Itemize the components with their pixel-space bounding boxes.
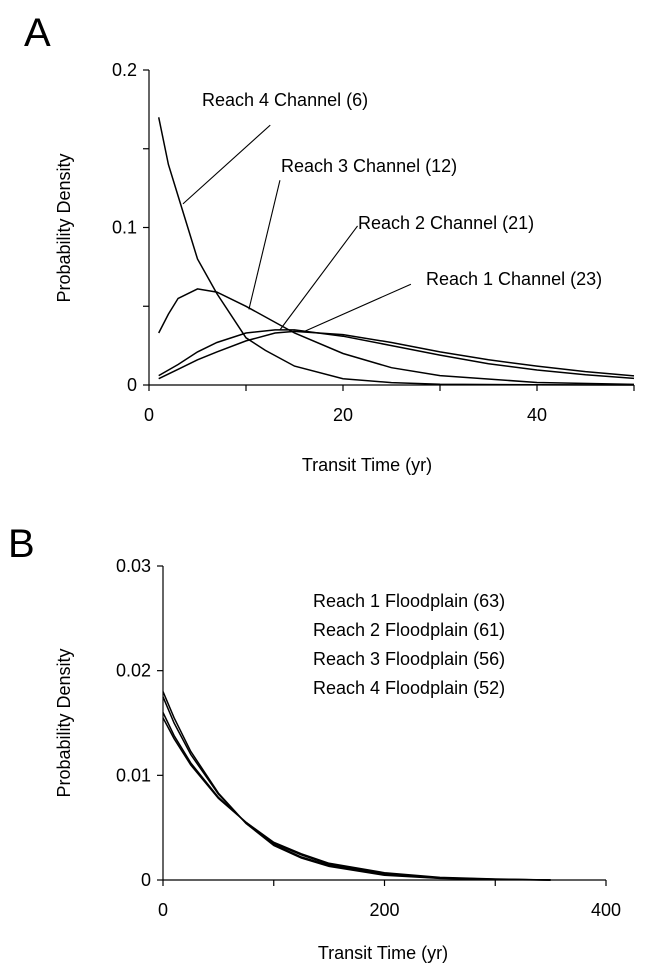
panel-a-axes: 0 0.1 0.2 0 20 40 [112,60,635,425]
panel-a-x-tick-label: 20 [333,405,353,425]
annotation-reach-3-channel: Reach 3 Channel (12) [281,156,457,176]
panel-a-annotations: Reach 4 Channel (6) Reach 3 Channel (12)… [182,90,602,332]
panel-a-x-tick-label: 40 [527,405,547,425]
panel-a-series-line-3 [158,329,635,380]
panel-b-x-tick-label: 0 [158,900,168,920]
panel-a-letter: A [24,11,51,55]
panel-b-x-tick-label: 400 [591,900,621,920]
panel-a-y-axis-label: Probability Density [54,153,74,302]
panel-b-y-tick-label: 0.01 [116,765,151,785]
annotation-reach-4-channel: Reach 4 Channel (6) [202,90,368,110]
panel-b-series-line-4 [162,691,551,881]
panel-b-y-tick-label: 0.02 [116,661,151,681]
panel-a: A Transit Time (yr) Probability Density … [24,11,635,475]
panel-a-series-line-2 [158,288,635,386]
legend-reach-3-floodplain: Reach 3 Floodplain (56) [313,649,505,669]
legend-reach-2-floodplain: Reach 2 Floodplain (61) [313,620,505,640]
panel-b-letter: B [8,522,35,566]
annotation-reach-2-channel: Reach 2 Channel (21) [358,213,534,233]
legend-reach-1-floodplain: Reach 1 Floodplain (63) [313,591,505,611]
annotation-reach-1-channel: Reach 1 Channel (23) [426,269,602,289]
panel-b-x-axis-label: Transit Time (yr) [318,943,448,963]
panel-a-y-tick-label: 0 [127,375,137,395]
legend-reach-4-floodplain: Reach 4 Floodplain (52) [313,678,505,698]
panel-b-y-tick-label: 0 [141,870,151,890]
panel-b-y-tick-label: 0.03 [116,556,151,576]
panel-a-series-line-4 [158,330,635,380]
panel-b-axes: 0 0.01 0.02 0.03 0 200 400 [116,556,621,920]
panel-a-x-tick-label: 0 [144,405,154,425]
panel-b-series-line-3 [162,696,551,881]
panel-b: B Transit Time (yr) Probability Density … [8,522,621,963]
panel-a-x-axis-label: Transit Time (yr) [302,455,432,475]
panel-a-y-tick-label: 0.1 [112,218,137,238]
panel-a-series [157,117,635,386]
panel-b-x-tick-label: 200 [369,900,399,920]
panel-a-y-tick-label: 0.2 [112,60,137,80]
annotation-leader-line-4 [303,283,412,332]
panel-a-series-line-1 [157,117,635,386]
panel-b-legend: Reach 1 Floodplain (63) Reach 2 Floodpla… [313,591,505,698]
annotation-leader-line-1 [182,124,271,205]
panel-b-series [162,691,551,881]
annotation-leader-line-3 [279,225,358,331]
panel-b-y-axis-label: Probability Density [54,648,74,797]
annotation-leader-line-2 [248,180,281,310]
